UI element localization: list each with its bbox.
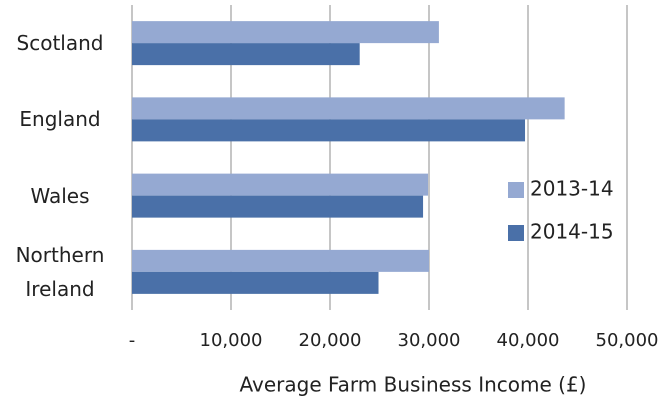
legend-label: 2013-14: [530, 177, 614, 201]
y-tick-label: Wales: [30, 183, 90, 208]
x-tick-label: 30,000: [398, 330, 461, 351]
bar: [132, 271, 379, 294]
legend-swatch: [508, 225, 524, 241]
bar: [132, 119, 526, 142]
x-axis-title: Average Farm Business Income (£): [240, 373, 587, 397]
legend-label: 2014-15: [530, 220, 614, 244]
y-tick-label: Scotland: [16, 31, 104, 56]
bar: [132, 21, 439, 44]
bar: [132, 195, 424, 218]
x-tick-label: -: [129, 330, 136, 351]
x-tick-label: 10,000: [200, 330, 263, 351]
x-tick-label: 40,000: [497, 330, 560, 351]
bar: [132, 173, 429, 196]
bar: [132, 97, 565, 120]
x-tick-label: 50,000: [596, 330, 659, 351]
x-tick-label: 20,000: [299, 330, 362, 351]
bar: [132, 249, 429, 272]
y-tick-label: Northern Ireland: [15, 242, 105, 301]
bar: [132, 43, 360, 66]
y-tick-label: England: [19, 107, 101, 132]
legend-swatch: [508, 182, 524, 198]
